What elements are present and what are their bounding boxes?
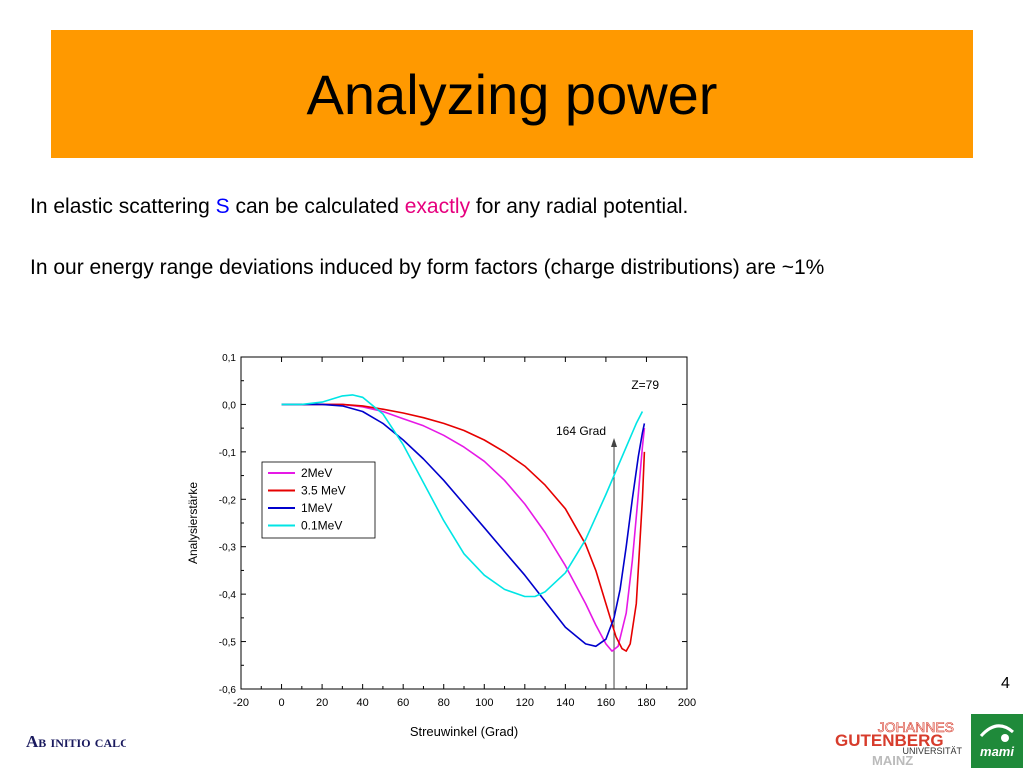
x-tick-label-11: 200 [678,697,696,709]
x-tick-label-10: 180 [637,697,655,709]
page-number: 4 [1001,675,1010,692]
y-tick-label-3: -0,2 [219,495,237,506]
line1-highlight-s: S [215,195,230,218]
annotation-z79: Z=79 [631,378,659,392]
y-axis-label: Analysierstärke [186,482,200,564]
logo-universitat: UNIVERSITÄT [902,746,962,756]
logo-johannes: JOHANNES [878,719,954,735]
x-tick-label-3: 40 [357,697,369,709]
text-line-energy-range: In our energy range deviations induced b… [30,256,825,279]
series-line-1 [281,403,646,652]
logo-mainz: MAINZ [872,753,913,766]
mami-logo: mami [971,714,1023,768]
text-line-elastic-scattering: In elastic scattering S can be calculate… [30,195,688,219]
y-tick-label-2: -0,1 [219,448,237,459]
legend-label-1: 3.5 MeV [301,484,346,498]
y-tick-label-0: 0,1 [222,353,236,364]
series-line-3 [281,394,644,598]
logo-gutenberg: GUTENBERG [835,731,944,750]
title-banner: Analyzing power [51,30,973,158]
x-tick-label-4: 60 [397,697,409,709]
line1-highlight-exactly: exactly [404,195,471,218]
line1-part3: for any radial potential. [470,195,689,218]
annotation-164-arrow [611,438,618,447]
y-tick-label-4: -0,3 [219,543,237,554]
x-tick-label-8: 140 [556,697,574,709]
x-tick-label-2: 20 [316,697,328,709]
y-tick-label-7: -0,6 [219,685,237,696]
x-axis-label: Streuwinkel (Grad) [410,724,518,739]
analyzing-power-chart: -20 0 20 40 60 80 100 120 140 160 180 200 0,1 0,0 -0,1… [180,345,700,745]
annotation-164-label: 164 Grad [556,424,606,438]
footer-text: Ab initio calculations [26,732,126,751]
chart-svg: -20 0 20 40 60 80 100 120 140 160 180 200 0,1 0,0 -0,1… [186,353,696,739]
legend-label-3: 0.1MeV [301,519,342,533]
x-tick-label-0: -20 [233,697,249,709]
series-line-2 [281,403,646,648]
legend-label-2: 1MeV [301,501,332,515]
line1-part2: can be calculated [229,195,405,218]
slide-title: Analyzing power [306,62,718,126]
y-tick-label-6: -0,5 [219,638,237,649]
line1-part1: In elastic scattering [30,195,216,218]
x-tick-label-7: 120 [516,697,534,709]
gutenberg-university-logo: JOHANNES GUTENBERG UNIVERSITÄT MAINZ [832,716,967,768]
legend-label-0: 2MeV [301,466,332,480]
x-tick-label-6: 100 [475,697,493,709]
y-tick-label-1: 0,0 [222,400,236,411]
series-line-0 [281,403,646,652]
x-tick-label-1: 0 [278,697,284,709]
logo-mami-text: mami [980,744,1014,759]
x-tick-label-5: 80 [438,697,450,709]
y-tick-label-5: -0,4 [219,590,237,601]
x-tick-label-9: 160 [597,697,615,709]
